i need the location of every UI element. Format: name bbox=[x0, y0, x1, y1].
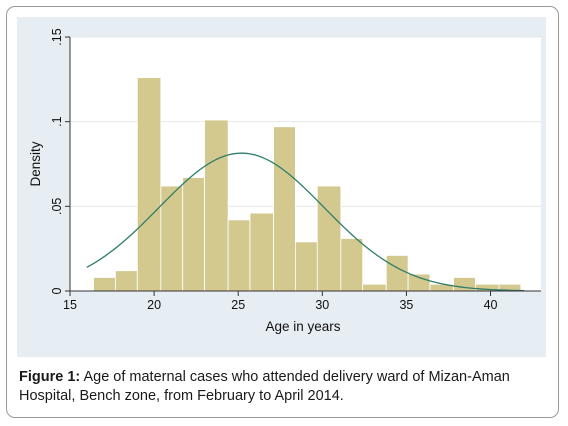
figure-caption: Figure 1: Age of maternal cases who atte… bbox=[19, 368, 549, 406]
x-tick-label: 40 bbox=[484, 298, 498, 312]
caption-label: Figure 1: bbox=[19, 369, 81, 385]
x-tick-label: 35 bbox=[399, 298, 413, 312]
histogram-bar bbox=[204, 119, 229, 292]
histogram-bar bbox=[136, 77, 162, 292]
histogram-bar bbox=[407, 273, 431, 292]
histogram-bar bbox=[115, 270, 138, 292]
x-tick-label: 20 bbox=[147, 298, 161, 312]
histogram-bar bbox=[295, 241, 318, 292]
histogram-bar bbox=[362, 283, 387, 292]
histogram-bar bbox=[93, 277, 116, 292]
y-tick-label: 0 bbox=[50, 287, 64, 294]
y-axis-ticks: 0 .05 .1 .15 bbox=[50, 28, 70, 294]
x-tick-label: 15 bbox=[63, 298, 77, 312]
y-axis-label: Density bbox=[28, 141, 43, 186]
histogram-bar bbox=[182, 177, 205, 292]
histogram-bar bbox=[227, 219, 251, 292]
x-tick-label: 30 bbox=[315, 298, 329, 312]
x-tick-label: 25 bbox=[231, 298, 245, 312]
x-axis-ticks: 15 20 25 30 35 40 bbox=[63, 291, 498, 312]
y-tick-label: .05 bbox=[50, 198, 64, 215]
histogram-bar bbox=[385, 255, 409, 292]
histogram-bar bbox=[316, 185, 342, 292]
histogram-bar bbox=[273, 126, 296, 292]
y-tick-label: .1 bbox=[50, 116, 64, 126]
histogram-bar bbox=[453, 277, 476, 292]
caption-text: Age of maternal cases who attended deliv… bbox=[19, 369, 510, 404]
y-tick-label: .15 bbox=[50, 28, 64, 45]
histogram-bar bbox=[249, 212, 274, 292]
histogram-bar bbox=[340, 238, 364, 292]
normal-density-curve bbox=[86, 152, 525, 292]
x-axis-label: Age in years bbox=[265, 319, 340, 334]
